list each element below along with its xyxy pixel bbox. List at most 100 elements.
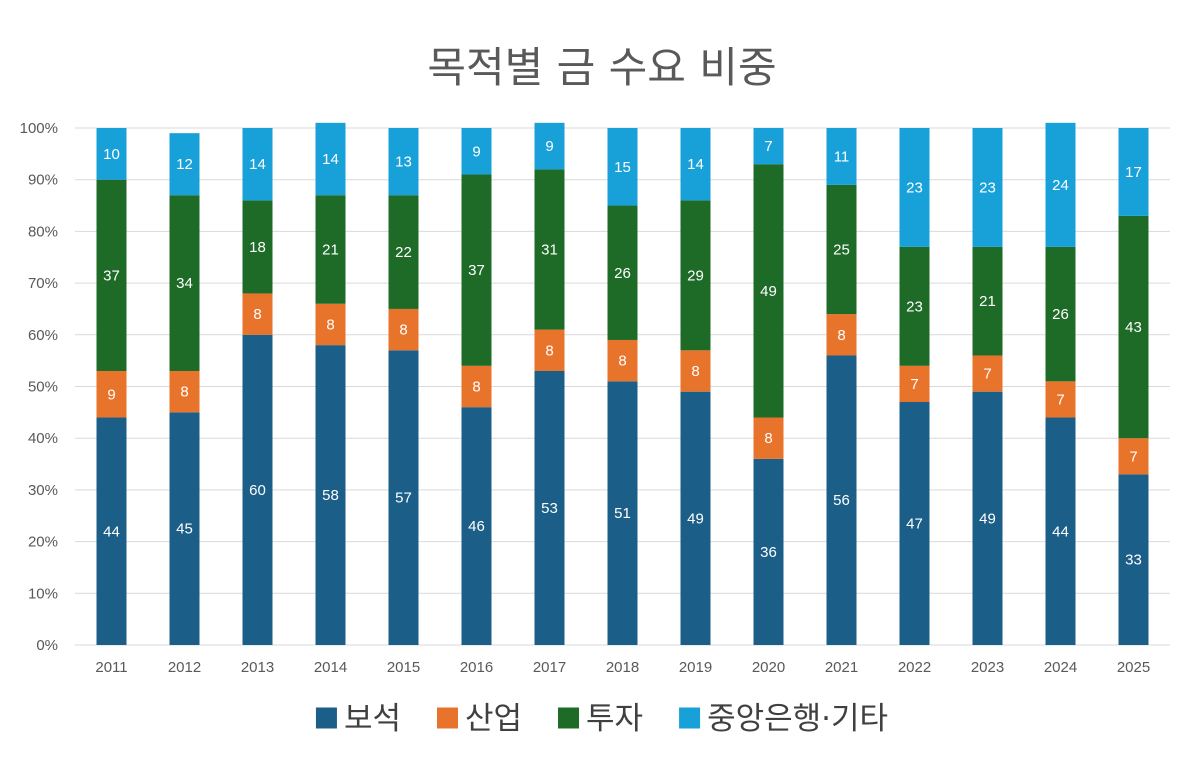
data-label: 8 [837,327,845,344]
data-label: 29 [687,267,704,284]
bar-segment [461,128,492,175]
bar-segment [680,350,711,392]
bar-segment [169,195,200,371]
bar-segment [607,339,638,382]
bar-segment [607,381,638,645]
data-label: 7 [1056,391,1064,408]
x-axis-ticks: 2011 2012 2013 2014 2015 2016 2017 2018 2019 2020… [95,659,1150,676]
x-tick-label: 2022 [898,659,931,676]
legend-label: 보석 [344,701,401,737]
data-label: 7 [1129,448,1137,465]
y-tick-label: 0% [36,637,58,654]
bar-segment [534,329,565,371]
data-label: 37 [103,267,120,284]
bar-segment [461,407,492,645]
chart-title: 목적별 금 수요 비중 [427,43,776,92]
data-label: 18 [249,239,266,256]
data-label: 15 [614,159,631,176]
data-label: 44 [103,523,120,540]
bar-segment [972,355,1003,392]
data-label: 8 [691,363,699,380]
y-tick-label: 90% [28,172,58,189]
bar-segment [826,184,857,315]
legend-item: 중앙은행·기타 [679,701,888,737]
data-label: 8 [180,384,188,401]
legend-label: 산업 [465,701,522,737]
data-label: 47 [906,516,923,533]
data-label: 14 [249,156,266,173]
x-tick-label: 2021 [825,659,858,676]
legend-item: 산업 [436,701,522,737]
data-label: 7 [764,138,772,155]
legend-item: 투자 [558,701,643,737]
data-label: 13 [395,154,412,171]
bar-segment [680,391,711,645]
data-label: 8 [399,322,407,339]
bar-segment [753,164,784,418]
y-tick-label: 70% [28,275,58,292]
x-tick-label: 2016 [460,659,493,676]
data-label: 23 [906,179,923,196]
data-label: 53 [541,500,558,517]
x-tick-label: 2012 [168,659,201,676]
data-label: 26 [1052,306,1069,323]
x-tick-label: 2025 [1117,659,1150,676]
y-tick-label: 20% [28,534,58,551]
data-label: 7 [910,376,918,393]
data-label: 26 [614,265,631,282]
bar-segment [826,128,857,185]
bar-segment [388,128,419,196]
bar-segment [826,314,857,356]
legend-swatch [679,707,701,729]
data-label: 33 [1125,552,1142,569]
bar-segment [388,308,419,351]
bar-segment [1045,246,1076,382]
data-label: 9 [107,386,115,403]
bar-segment [169,133,200,196]
x-tick-label: 2024 [1044,659,1077,676]
data-label: 49 [687,510,704,527]
data-label: 45 [176,521,193,538]
bar-segment [680,200,711,351]
bar-segment [315,303,346,346]
legend-swatch [315,707,337,729]
bar-segment [607,205,638,340]
bar-segment [1118,215,1149,439]
data-label: 14 [687,156,704,173]
bar-segment [242,334,273,645]
data-labels: 44 9 37 10 45 8 34 12 60 8 18 14 58 8 21 14 57 8 22 13 46 8 37… [103,138,1142,569]
data-label: 8 [764,430,772,447]
bar-segment [242,128,273,201]
data-label: 34 [176,275,193,292]
x-tick-label: 2023 [971,659,1004,676]
bar-segment [388,350,419,645]
bar-segment [753,417,784,459]
data-label: 8 [545,342,553,359]
data-label: 49 [979,510,996,527]
data-label: 58 [322,487,339,504]
data-label: 23 [906,298,923,315]
x-tick-label: 2013 [241,659,274,676]
bar-segment [461,174,492,366]
bar-segment [972,391,1003,645]
bar-segment [972,246,1003,356]
x-tick-label: 2018 [606,659,639,676]
data-label: 46 [468,518,485,535]
bar-segment [242,200,273,294]
data-label: 8 [253,306,261,323]
bar-segment [461,365,492,408]
data-label: 12 [176,156,193,173]
data-label: 11 [834,148,850,165]
data-label: 24 [1052,177,1069,194]
x-tick-label: 2019 [679,659,712,676]
y-tick-label: 10% [28,585,58,602]
bar-segment [899,128,930,247]
data-label: 17 [1125,164,1142,181]
x-tick-label: 2015 [387,659,420,676]
data-label: 9 [472,143,480,160]
bar-segment [1118,474,1149,645]
data-label: 23 [979,179,996,196]
data-label: 7 [983,366,991,383]
bar-segment [1045,417,1076,645]
